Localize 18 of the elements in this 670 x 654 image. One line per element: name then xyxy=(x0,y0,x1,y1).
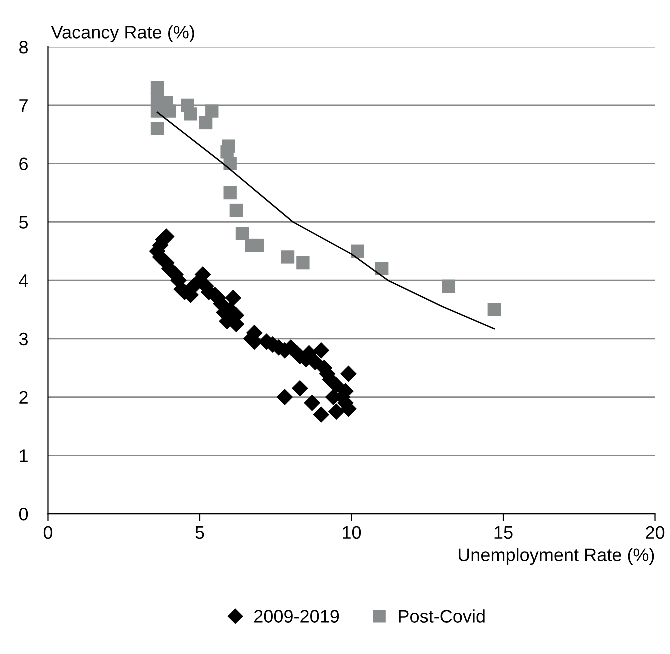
x-axis-title: Unemployment Rate (%) xyxy=(458,548,654,566)
y-tick-label: 3 xyxy=(19,332,28,346)
x-tick-label: 15 xyxy=(494,526,513,540)
x-tick-label: 20 xyxy=(646,526,665,540)
y-tick-label: 5 xyxy=(19,216,28,229)
y-axis-title: Vacancy Rate (%) xyxy=(51,26,194,42)
y-tick-label: 1 xyxy=(20,450,28,462)
y-tick-label: 7 xyxy=(20,100,28,112)
x-tick-label: 10 xyxy=(343,526,362,540)
legend-label: Post-Covid xyxy=(399,610,485,623)
y-tick-label: 8 xyxy=(20,41,28,54)
x-tick-label: 5 xyxy=(196,526,204,540)
y-tick-label: 6 xyxy=(20,158,28,171)
y-tick-label: 2 xyxy=(20,391,28,404)
y-tick-label: 0 xyxy=(19,508,28,521)
legend-label: 2009-2019 xyxy=(254,610,340,623)
y-tick-label: 4 xyxy=(19,274,28,288)
x-tick-label: 0 xyxy=(44,526,53,540)
